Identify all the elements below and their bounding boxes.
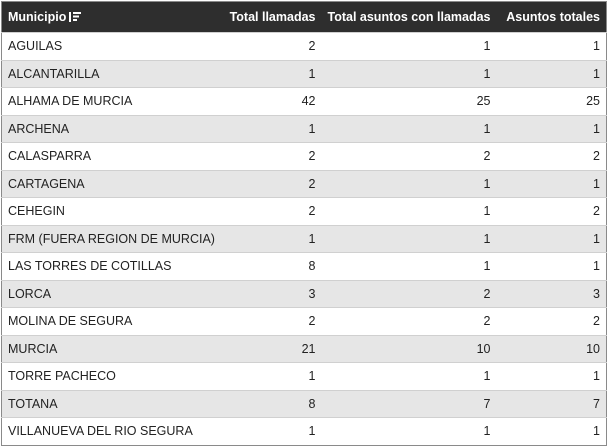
number-cell: 2 xyxy=(215,142,322,170)
number-cell: 10 xyxy=(321,334,497,363)
number-cell: 1 xyxy=(496,417,607,445)
table-row: CEHEGIN 2 1 2 xyxy=(1,197,607,225)
municipio-cell: TORRE PACHECO xyxy=(1,362,216,390)
table-row: AGUILAS 2 1 1 xyxy=(1,32,607,60)
number-cell: 7 xyxy=(321,389,497,418)
number-cell: 10 xyxy=(496,334,607,363)
table-row: ARCHENA 1 1 1 xyxy=(1,114,607,143)
municipio-cell: CARTAGENA xyxy=(1,169,216,198)
header-cell[interactable]: Total llamadas xyxy=(215,1,322,33)
table-row: TOTANA 8 7 7 xyxy=(1,389,607,418)
municipio-cell: LORCA xyxy=(1,279,216,308)
header-text: Municipio xyxy=(8,10,67,24)
table-row: ALCANTARILLA 1 1 1 xyxy=(1,59,607,88)
municipio-cell: CEHEGIN xyxy=(1,197,216,225)
municipio-cell: TOTANA xyxy=(1,389,216,418)
number-cell: 1 xyxy=(321,417,497,445)
number-cell: 2 xyxy=(215,307,322,335)
table-row: MOLINA DE SEGURA 2 2 2 xyxy=(1,307,607,335)
header-cell[interactable]: Asuntos totales xyxy=(496,1,607,33)
table-body: AGUILAS 2 1 1 ALCANTARILLA 1 1 1 ALHAMA DE MURCI… xyxy=(1,32,607,445)
table-row: LORCA 3 2 3 xyxy=(1,279,607,308)
municipio-cell: VILLANUEVA DEL RIO SEGURA xyxy=(1,417,216,445)
number-cell: 2 xyxy=(496,142,607,170)
municipio-cell: MOLINA DE SEGURA xyxy=(1,307,216,335)
number-cell: 1 xyxy=(321,197,497,225)
number-cell: 25 xyxy=(496,87,607,115)
number-cell: 1 xyxy=(496,32,607,60)
number-cell: 1 xyxy=(496,252,607,280)
table-row: CALASPARRA 2 2 2 xyxy=(1,142,607,170)
number-cell: 1 xyxy=(321,224,497,253)
number-cell: 2 xyxy=(496,197,607,225)
number-cell: 2 xyxy=(496,307,607,335)
municipio-cell: ALHAMA DE MURCIA xyxy=(1,87,216,115)
number-cell: 1 xyxy=(496,224,607,253)
number-cell: 1 xyxy=(321,32,497,60)
municipio-cell: CALASPARRA xyxy=(1,142,216,170)
municipio-cell: ALCANTARILLA xyxy=(1,59,216,88)
number-cell: 1 xyxy=(321,169,497,198)
number-cell: 1 xyxy=(496,169,607,198)
header-row: Municipio Total llamadas Total asuntos c… xyxy=(1,1,607,33)
header-cell[interactable]: Municipio xyxy=(1,1,216,33)
municipio-cell: AGUILAS xyxy=(1,32,216,60)
number-cell: 3 xyxy=(496,279,607,308)
number-cell: 1 xyxy=(215,114,322,143)
number-cell: 1 xyxy=(496,114,607,143)
table-row: VILLANUEVA DEL RIO SEGURA 1 1 1 xyxy=(1,417,607,445)
table-row: MURCIA 21 10 10 xyxy=(1,334,607,363)
number-cell: 2 xyxy=(215,197,322,225)
number-cell: 8 xyxy=(215,252,322,280)
number-cell: 7 xyxy=(496,389,607,418)
number-cell: 1 xyxy=(321,114,497,143)
number-cell: 3 xyxy=(215,279,322,308)
number-cell: 2 xyxy=(215,169,322,198)
table-row: FRM (FUERA REGION DE MURCIA) 1 1 1 xyxy=(1,224,607,253)
municipio-cell: ARCHENA xyxy=(1,114,216,143)
number-cell: 1 xyxy=(215,417,322,445)
number-cell: 8 xyxy=(215,389,322,418)
table-row: LAS TORRES DE COTILLAS 8 1 1 xyxy=(1,252,607,280)
number-cell: 42 xyxy=(215,87,322,115)
number-cell: 1 xyxy=(321,59,497,88)
sort-icon[interactable] xyxy=(69,11,82,23)
number-cell: 1 xyxy=(321,252,497,280)
number-cell: 1 xyxy=(215,224,322,253)
number-cell: 25 xyxy=(321,87,497,115)
municipio-cell: FRM (FUERA REGION DE MURCIA) xyxy=(1,224,216,253)
table-row: CARTAGENA 2 1 1 xyxy=(1,169,607,198)
table-row: TORRE PACHECO 1 1 1 xyxy=(1,362,607,390)
number-cell: 2 xyxy=(321,307,497,335)
number-cell: 2 xyxy=(215,32,322,60)
header-cell[interactable]: Total asuntos con llamadas xyxy=(321,1,497,33)
municipio-cell: MURCIA xyxy=(1,334,216,363)
number-cell: 1 xyxy=(215,362,322,390)
number-cell: 1 xyxy=(321,362,497,390)
number-cell: 21 xyxy=(215,334,322,363)
table-row: ALHAMA DE MURCIA 42 25 25 xyxy=(1,87,607,115)
number-cell: 2 xyxy=(321,142,497,170)
municipio-cell: LAS TORRES DE COTILLAS xyxy=(1,252,216,280)
number-cell: 1 xyxy=(496,59,607,88)
number-cell: 1 xyxy=(215,59,322,88)
number-cell: 1 xyxy=(496,362,607,390)
number-cell: 2 xyxy=(321,279,497,308)
